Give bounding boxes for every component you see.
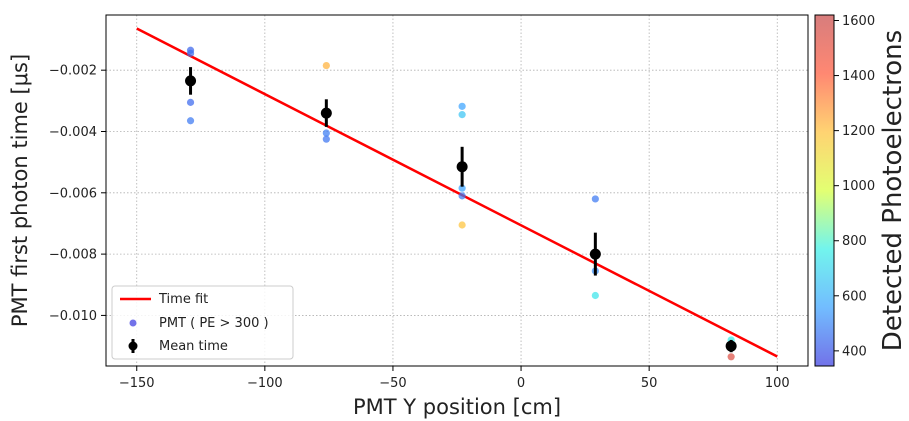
x-axis-ticks: −150 −100 −50 0 50 100 (119, 366, 790, 391)
x-tick-label: 0 (517, 376, 525, 391)
pmt-point (322, 135, 330, 143)
legend-label-time-fit: Time fit (158, 292, 208, 307)
y-tick-label: −0.002 (49, 64, 97, 79)
colorbar-ticks: 400 600 800 1000 1200 1400 1600 (834, 14, 875, 359)
pmt-point (727, 353, 735, 361)
plot-frame (105, 14, 809, 367)
y-tick-label: −0.008 (49, 248, 97, 263)
y-axis-ticks: −0.010 −0.008 −0.006 −0.004 −0.002 (49, 64, 106, 324)
legend-label-mean-time: Mean time (159, 339, 228, 354)
legend: Time fit PMT ( PE > 300 ) Mean time (111, 285, 294, 360)
colorbar-tick-label: 600 (842, 289, 867, 304)
pmt-point (591, 291, 599, 300)
colorbar-tick-label: 1600 (842, 14, 875, 29)
legend-box (111, 285, 294, 360)
fit-line (136, 27, 778, 358)
legend-mean-swatch (128, 339, 138, 353)
colorbar-label: Detected Photoelectrons (878, 30, 908, 351)
pmt-point (186, 117, 195, 125)
x-tick-label: 50 (641, 376, 658, 391)
y-axis-label: PMT first photon time [μs] (8, 54, 32, 327)
y-tick-label: −0.010 (49, 309, 97, 324)
mean-point (185, 75, 197, 87)
pmt-point (458, 184, 466, 192)
colorbar-tick-label: 400 (842, 344, 867, 359)
fit-line-layer (136, 27, 778, 358)
pmt-point (322, 129, 330, 137)
pmt-point (186, 49, 195, 57)
legend-pmt-swatch (129, 319, 137, 327)
x-axis-label: PMT Y position [cm] (353, 395, 561, 419)
pmt-point (458, 102, 466, 110)
pmt-point (458, 221, 466, 229)
legend-label-pmt: PMT ( PE > 300 ) (159, 316, 269, 331)
scatter-layer (186, 46, 735, 361)
errorbar-layer (185, 67, 737, 353)
y-tick-label: −0.006 (49, 186, 97, 201)
pmt-point (458, 111, 466, 119)
mean-point (589, 248, 601, 260)
legend-mean-point (128, 341, 138, 351)
mean-point (725, 340, 737, 352)
pmt-point (458, 192, 466, 200)
x-tick-label: 100 (765, 376, 790, 391)
mean-point (456, 161, 468, 173)
colorbar (814, 14, 835, 367)
x-tick-label: −150 (119, 376, 155, 391)
colorbar-tick-label: 1400 (842, 69, 875, 84)
pmt-point (591, 195, 599, 203)
y-tick-label: −0.004 (49, 125, 97, 140)
x-tick-label: −100 (247, 376, 283, 391)
colorbar-tick-label: 1200 (842, 124, 875, 139)
pmt-point (186, 98, 195, 106)
colorbar-tick-label: 800 (842, 234, 867, 249)
x-tick-label: −50 (379, 376, 406, 391)
mean-point (320, 107, 332, 119)
colorbar-tick-label: 1000 (842, 179, 875, 194)
pmt-point (322, 61, 330, 70)
